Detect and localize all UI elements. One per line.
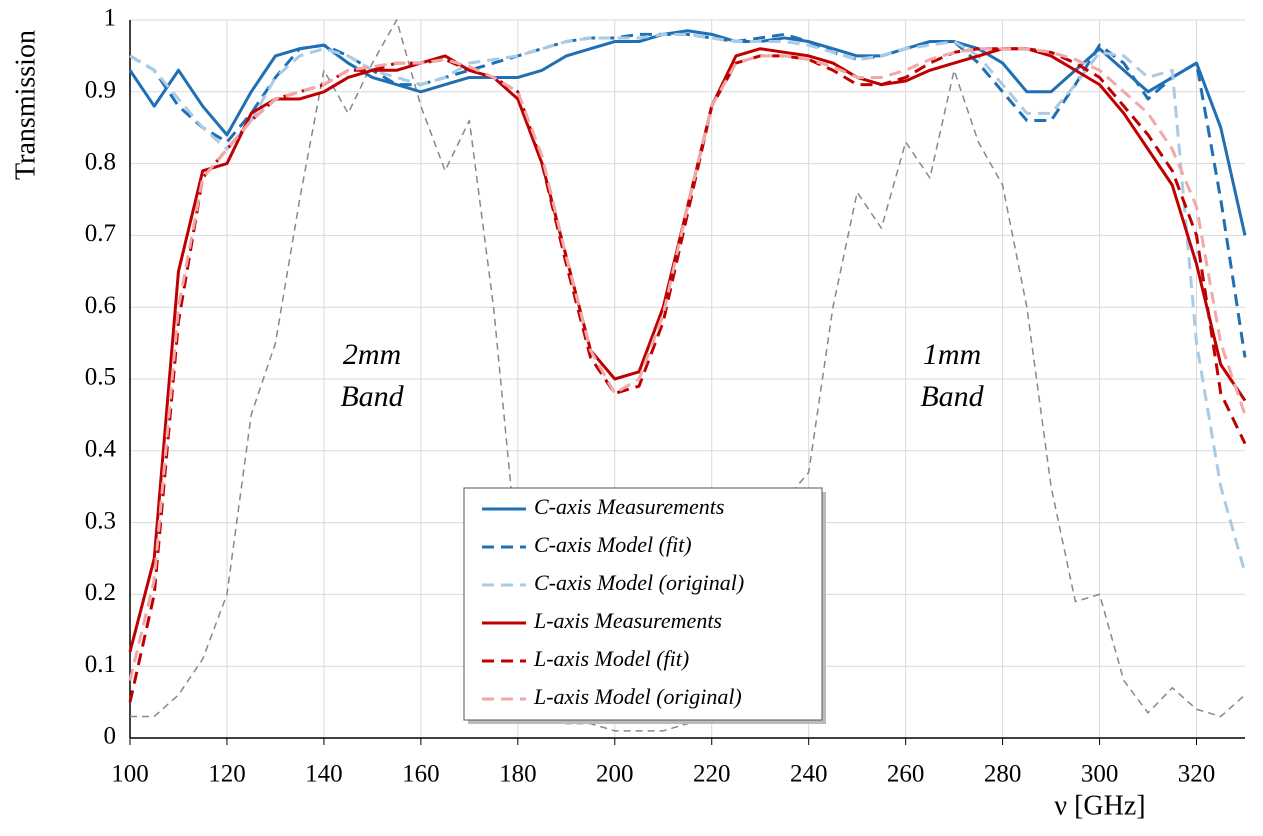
x-tick-label: 200	[596, 761, 634, 788]
x-tick-label: 180	[499, 761, 537, 788]
x-axis-label: ν [GHz]	[1054, 790, 1145, 821]
y-tick-label: 0.5	[85, 364, 116, 391]
band-annotation: 2mm	[343, 338, 401, 371]
x-tick-label: 240	[790, 761, 828, 788]
x-tick-label: 100	[111, 761, 149, 788]
x-tick-label: 300	[1081, 761, 1119, 788]
legend-label: C-axis Model (original)	[534, 570, 744, 595]
series-line	[129, 32, 1247, 358]
y-tick-label: 0.9	[85, 77, 116, 104]
x-tick-label: 120	[208, 761, 246, 788]
y-tick-label: 0.3	[85, 507, 116, 534]
y-tick-label: 0.4	[85, 436, 117, 463]
legend-label: L-axis Model (original)	[533, 684, 742, 709]
y-tick-label: 0.6	[85, 292, 116, 319]
legend	[463, 487, 823, 721]
x-tick-label: 160	[402, 761, 440, 788]
y-tick-label: 0	[104, 723, 117, 750]
y-axis-label: Transmission	[10, 30, 41, 180]
band-annotation: Band	[920, 380, 984, 413]
y-tick-label: 1	[104, 5, 117, 32]
y-tick-label: 0.8	[85, 148, 116, 175]
y-tick-label: 0.7	[85, 220, 116, 247]
series-line	[129, 32, 1247, 574]
legend-label: L-axis Model (fit)	[533, 646, 689, 671]
x-tick-label: 280	[984, 761, 1022, 788]
y-tick-label: 0.2	[85, 579, 116, 606]
x-tick-label: 220	[693, 761, 731, 788]
legend-label: L-axis Measurements	[533, 608, 722, 633]
legend-label: C-axis Measurements	[534, 494, 724, 519]
legend-label: C-axis Model (fit)	[534, 532, 692, 557]
band-annotation: 1mm	[923, 338, 981, 371]
y-tick-label: 0.1	[85, 651, 116, 678]
x-tick-label: 320	[1178, 761, 1216, 788]
series-line	[128, 47, 1247, 681]
x-tick-label: 260	[887, 761, 925, 788]
band-annotation: Band	[340, 380, 404, 413]
x-tick-label: 140	[305, 761, 343, 788]
